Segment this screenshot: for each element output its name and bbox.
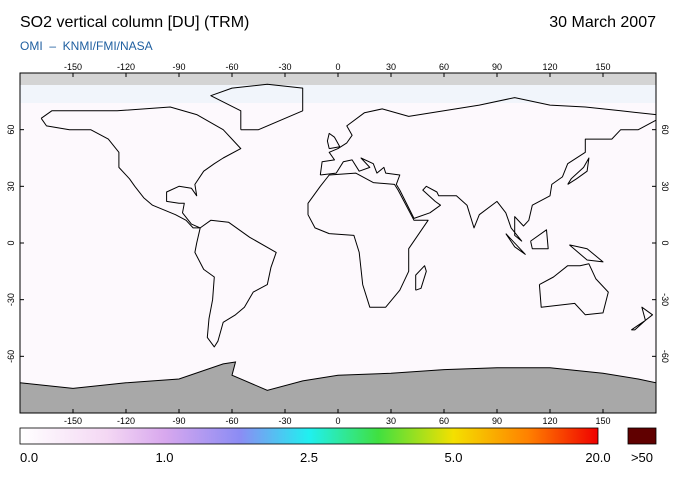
lat-tick-label: -30: [660, 293, 670, 306]
colorbar-label: 2.5: [300, 450, 318, 465]
lat-tick-label: 60: [660, 125, 670, 135]
lon-tick-label: -120: [117, 416, 135, 426]
coastline: [530, 229, 549, 250]
lon-tick-label: -150: [64, 62, 82, 72]
colorbar-label: 5.0: [444, 450, 462, 465]
coastline: [319, 97, 657, 242]
coastline: [569, 244, 604, 263]
lat-tick-label: 30: [660, 181, 670, 191]
coastline: [567, 157, 590, 185]
coastline: [415, 265, 427, 291]
map-background: [20, 73, 656, 413]
lon-tick-label: -90: [172, 416, 185, 426]
lon-tick-label: 150: [595, 416, 610, 426]
colorbar-overflow-label: >50: [631, 450, 653, 465]
lon-tick-label: 60: [439, 416, 449, 426]
lon-tick-label: -150: [64, 416, 82, 426]
lon-tick-label: -60: [225, 416, 238, 426]
colorbar: [19, 427, 599, 445]
lon-tick-label: 0: [335, 416, 340, 426]
antarctica: [19, 361, 657, 414]
coastline: [538, 263, 609, 316]
lon-tick-label: 120: [542, 416, 557, 426]
arctic-noise: [20, 85, 656, 103]
lon-tick-label: 30: [386, 416, 396, 426]
colorbar-label: 1.0: [155, 450, 173, 465]
lon-tick-label: 0: [335, 62, 340, 72]
lon-tick-label: -120: [117, 62, 135, 72]
lon-tick-label: -30: [278, 416, 291, 426]
coastline: [326, 132, 341, 150]
lon-tick-label: 30: [386, 62, 396, 72]
coastline: [307, 172, 429, 308]
coastline: [210, 83, 304, 131]
lon-tick-label: -60: [225, 62, 238, 72]
coastlines: [19, 83, 657, 414]
lon-tick-label: -90: [172, 62, 185, 72]
lat-tick-label: 0: [660, 240, 670, 245]
title: SO2 vertical column [DU] (TRM): [20, 14, 249, 31]
lat-tick-label: 30: [6, 181, 16, 191]
colorbar-overflow: [627, 427, 657, 445]
subtitle: OMI – KNMI/FMI/NASA: [20, 39, 153, 53]
lat-tick-label: -60: [660, 350, 670, 363]
lon-tick-label: 90: [492, 62, 502, 72]
lat-tick-label: -60: [6, 350, 16, 363]
lon-tick-label: -30: [278, 62, 291, 72]
date: 30 March 2007: [549, 14, 656, 31]
lon-tick-label: 60: [439, 62, 449, 72]
lon-tick-label: 90: [492, 416, 502, 426]
lat-tick-label: -30: [6, 293, 16, 306]
coastline: [194, 219, 277, 348]
colorbar-label: 20.0: [585, 450, 610, 465]
coastline: [40, 106, 242, 229]
coastline: [505, 233, 526, 255]
lat-tick-label: 0: [6, 240, 16, 245]
lon-tick-label: 120: [542, 62, 557, 72]
lon-tick-label: 150: [595, 62, 610, 72]
lat-tick-label: 60: [6, 125, 16, 135]
coastline: [631, 306, 653, 331]
colorbar-label: 0.0: [20, 450, 38, 465]
